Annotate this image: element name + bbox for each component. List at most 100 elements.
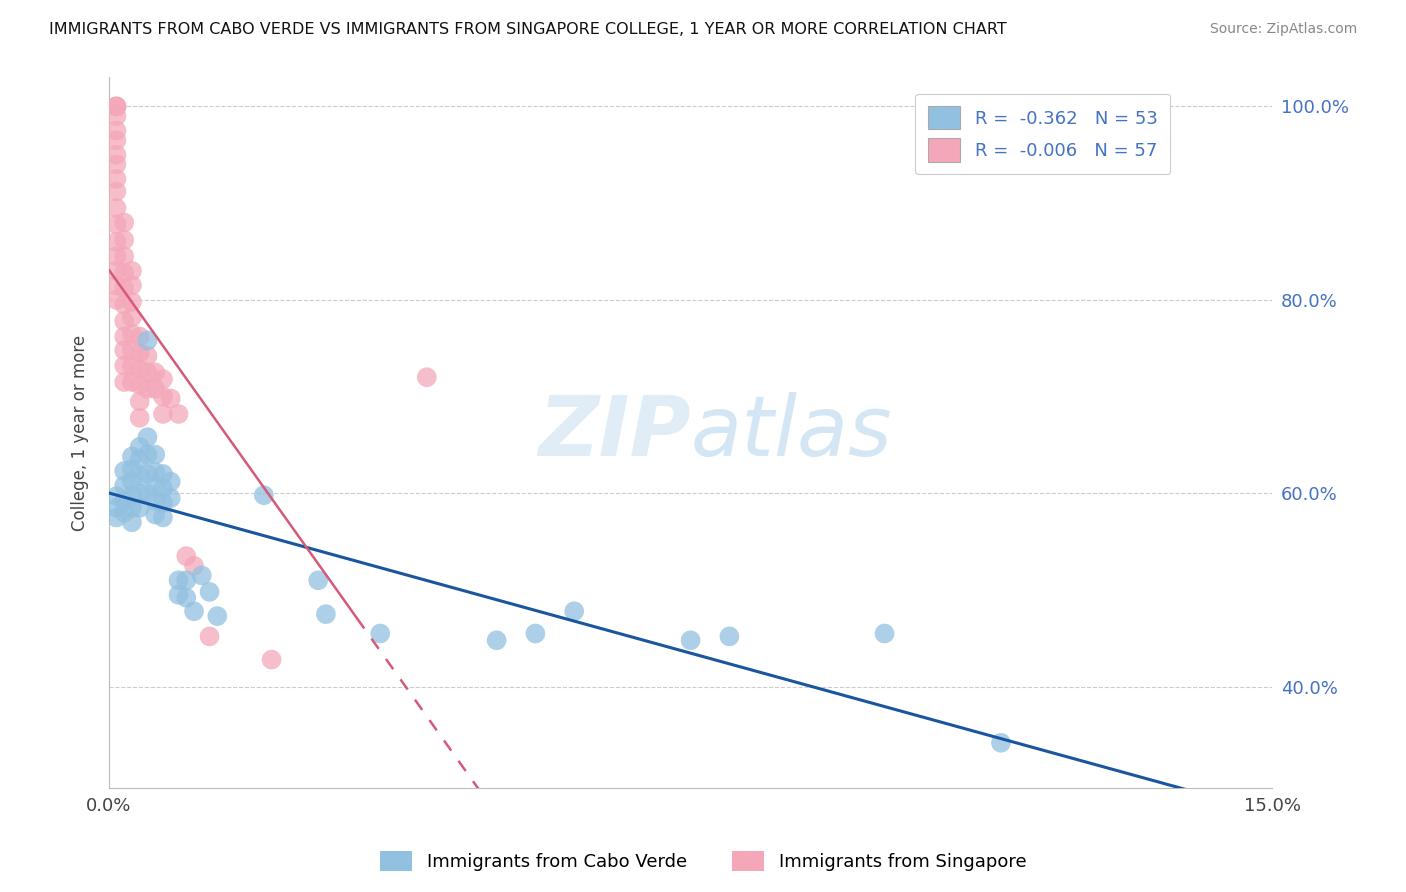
Point [524, 626, 547, 640]
Point [121, 310, 143, 325]
Point [121, 488, 143, 502]
Point [198, 629, 221, 643]
Point [112, 464, 135, 478]
Point [128, 440, 150, 454]
Point [105, 157, 128, 171]
Point [307, 574, 329, 588]
Point [105, 99, 128, 113]
Point [128, 329, 150, 343]
Point [416, 370, 439, 384]
Text: ZIP: ZIP [538, 392, 690, 474]
Point [143, 465, 166, 479]
Point [121, 375, 143, 389]
Point [112, 478, 135, 492]
Point [136, 467, 159, 481]
Point [112, 314, 135, 328]
Point [105, 235, 128, 249]
Point [485, 633, 508, 648]
Point [198, 585, 221, 599]
Point [167, 407, 190, 421]
Point [136, 382, 159, 396]
Point [112, 281, 135, 295]
Point [183, 604, 205, 618]
Point [679, 633, 702, 648]
Point [136, 430, 159, 444]
Point [718, 629, 741, 643]
Point [315, 607, 337, 622]
Point [112, 375, 135, 389]
Point [105, 293, 128, 307]
Point [128, 500, 150, 515]
Point [128, 394, 150, 409]
Point [105, 201, 128, 215]
Point [253, 488, 276, 502]
Point [207, 609, 229, 624]
Point [121, 264, 143, 278]
Point [121, 294, 143, 309]
Point [873, 626, 896, 640]
Point [105, 123, 128, 137]
Point [167, 574, 190, 588]
Point [105, 99, 128, 113]
Point [152, 372, 174, 386]
Point [143, 508, 166, 522]
Point [121, 278, 143, 293]
Point [105, 264, 128, 278]
Point [121, 516, 143, 530]
Point [105, 500, 128, 515]
Point [121, 450, 143, 464]
Point [105, 148, 128, 162]
Point [112, 359, 135, 373]
Point [112, 506, 135, 520]
Point [143, 494, 166, 508]
Point [128, 362, 150, 376]
Point [105, 489, 128, 503]
Point [174, 591, 197, 605]
Point [174, 574, 197, 588]
Point [112, 329, 135, 343]
Point [191, 568, 214, 582]
Point [105, 278, 128, 293]
Point [136, 349, 159, 363]
Point [174, 549, 197, 563]
Point [128, 410, 150, 425]
Point [128, 486, 150, 500]
Point [368, 626, 391, 640]
Point [112, 215, 135, 229]
Text: Source: ZipAtlas.com: Source: ZipAtlas.com [1209, 22, 1357, 37]
Point [562, 604, 585, 618]
Point [121, 475, 143, 489]
Point [112, 233, 135, 247]
Point [159, 475, 181, 489]
Point [128, 468, 150, 483]
Point [167, 588, 190, 602]
Point [159, 392, 181, 406]
Point [128, 452, 150, 467]
Point [152, 482, 174, 496]
Point [152, 510, 174, 524]
Point [260, 652, 283, 666]
Point [121, 359, 143, 373]
Point [990, 736, 1012, 750]
Point [128, 378, 150, 392]
Point [105, 218, 128, 232]
Point [143, 448, 166, 462]
Point [183, 558, 205, 573]
Point [152, 407, 174, 421]
Point [152, 467, 174, 481]
Point [152, 496, 174, 510]
Point [136, 334, 159, 348]
Point [105, 99, 128, 113]
Point [143, 382, 166, 396]
Point [121, 500, 143, 515]
Point [112, 249, 135, 263]
Point [128, 346, 150, 360]
Point [112, 494, 135, 508]
Point [143, 479, 166, 493]
Point [121, 343, 143, 358]
Point [105, 185, 128, 199]
Point [152, 390, 174, 404]
Point [112, 266, 135, 280]
Point [121, 462, 143, 476]
Point [112, 343, 135, 358]
